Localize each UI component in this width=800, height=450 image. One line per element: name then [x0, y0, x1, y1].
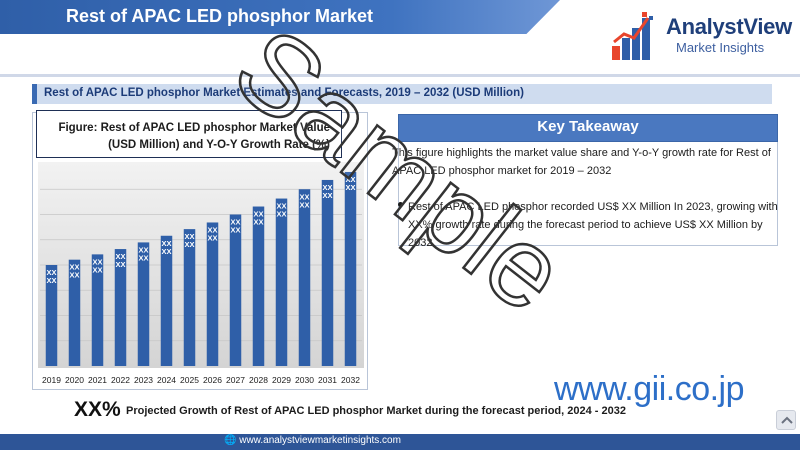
key-takeaway-intro: This figure highlights the market value … — [392, 147, 771, 177]
bar-2023 — [137, 242, 150, 366]
footer-url-text[interactable]: www.analystviewmarketinsights.com — [239, 435, 401, 446]
figure-caption: Figure: Rest of APAC LED phosphor Market… — [58, 122, 330, 151]
bar-2028 — [252, 206, 265, 366]
bar-2029 — [275, 198, 288, 366]
title-banner — [0, 0, 560, 34]
data-label-2032: XX — [345, 175, 355, 184]
bar-2027 — [229, 214, 242, 366]
data-label-2023: XX — [138, 245, 148, 254]
data-label-2031: XX — [322, 183, 332, 192]
x-tick-2027: 2027 — [226, 375, 245, 385]
data-label-2019: XX — [46, 276, 56, 285]
key-takeaway-title: Key Takeaway — [537, 118, 639, 135]
data-label-2032: XX — [345, 183, 355, 192]
x-axis-ticks: 2019 2020 2021 2022 2023 2024 2025 2026 2027 2028… — [42, 375, 360, 385]
x-tick-2020: 2020 — [65, 375, 84, 385]
x-tick-2030: 2030 — [295, 375, 314, 385]
report-subtitle: Rest of APAC LED phosphor Market Estimat… — [44, 87, 524, 99]
figure-caption-box — [36, 110, 342, 158]
data-label-2019: XX — [46, 268, 56, 277]
analystview-logo-icon — [612, 12, 653, 60]
data-label-2022: XX — [115, 260, 125, 269]
data-label-2031: XX — [322, 191, 332, 200]
x-tick-2032: 2032 — [341, 375, 360, 385]
data-label-2021: XX — [92, 257, 102, 266]
data-label-2024: XX — [161, 247, 171, 256]
bullet-icon — [398, 202, 403, 207]
data-label-2024: XX — [161, 239, 171, 248]
gii-site-mark: www.gii.co.jp — [554, 370, 745, 408]
bar-2021 — [91, 254, 104, 366]
scroll-to-top-button[interactable] — [776, 410, 796, 430]
data-label-2020: XX — [69, 271, 79, 280]
bar-2026 — [206, 222, 219, 366]
data-label-2027: XX — [230, 226, 240, 235]
x-tick-2024: 2024 — [157, 375, 176, 385]
x-tick-2022: 2022 — [111, 375, 130, 385]
subtitle-band — [32, 84, 772, 104]
data-label-2028: XX — [253, 210, 263, 219]
bar-2032 — [344, 171, 357, 366]
x-tick-2025: 2025 — [180, 375, 199, 385]
data-label-2029: XX — [276, 202, 286, 211]
data-labels: XXXXXXXXXXXXXXXXXXXXXXXXXXXXXXXXXXXXXXXX… — [46, 175, 355, 285]
data-label-2020: XX — [69, 263, 79, 272]
x-tick-2023: 2023 — [134, 375, 153, 385]
brand-name: AnalystView — [666, 14, 792, 39]
data-label-2027: XX — [230, 218, 240, 227]
bar-2024 — [160, 235, 173, 366]
bar-2022 — [114, 249, 127, 366]
bar-2031 — [321, 179, 334, 366]
footer-bar — [0, 434, 800, 450]
x-tick-2031: 2031 — [318, 375, 337, 385]
bar-2025 — [183, 229, 196, 366]
x-tick-2028: 2028 — [249, 375, 268, 385]
data-label-2029: XX — [276, 210, 286, 219]
key-takeaway-bullet: Rest of APAC LED phosphor recorded US$ X… — [408, 201, 778, 249]
data-label-2026: XX — [207, 233, 217, 242]
data-label-2025: XX — [184, 240, 194, 249]
x-tick-2021: 2021 — [88, 375, 107, 385]
page-title: Rest of APAC LED phosphor Market — [66, 6, 374, 26]
data-label-2030: XX — [299, 192, 309, 201]
projected-growth-value: XX% — [74, 398, 121, 421]
x-tick-2026: 2026 — [203, 375, 222, 385]
data-label-2026: XX — [207, 225, 217, 234]
data-label-2022: XX — [115, 252, 125, 261]
bar-2020 — [68, 259, 81, 366]
data-label-2028: XX — [253, 218, 263, 227]
data-label-2025: XX — [184, 232, 194, 241]
header-divider — [0, 74, 800, 77]
market-value-bar-chart: XXXXXXXXXXXXXXXXXXXXXXXXXXXXXXXXXXXXXXXX… — [38, 162, 364, 385]
brand-tagline: Market Insights — [676, 40, 765, 55]
key-takeaway-panel — [398, 142, 778, 246]
bar-2030 — [298, 189, 311, 366]
x-tick-2029: 2029 — [272, 375, 291, 385]
x-tick-2019: 2019 — [42, 375, 61, 385]
bar-2019 — [45, 265, 58, 366]
data-label-2023: XX — [138, 253, 148, 262]
data-label-2021: XX — [92, 265, 102, 274]
data-label-2030: XX — [299, 200, 309, 209]
arrow-up-icon — [781, 416, 793, 424]
bars — [45, 171, 357, 366]
projected-growth-text: Projected Growth of Rest of APAC LED pho… — [126, 405, 626, 417]
footer-url[interactable]: 🌐 www.analystviewmarketinsights.com — [224, 435, 401, 446]
key-takeaway-header — [398, 114, 778, 142]
